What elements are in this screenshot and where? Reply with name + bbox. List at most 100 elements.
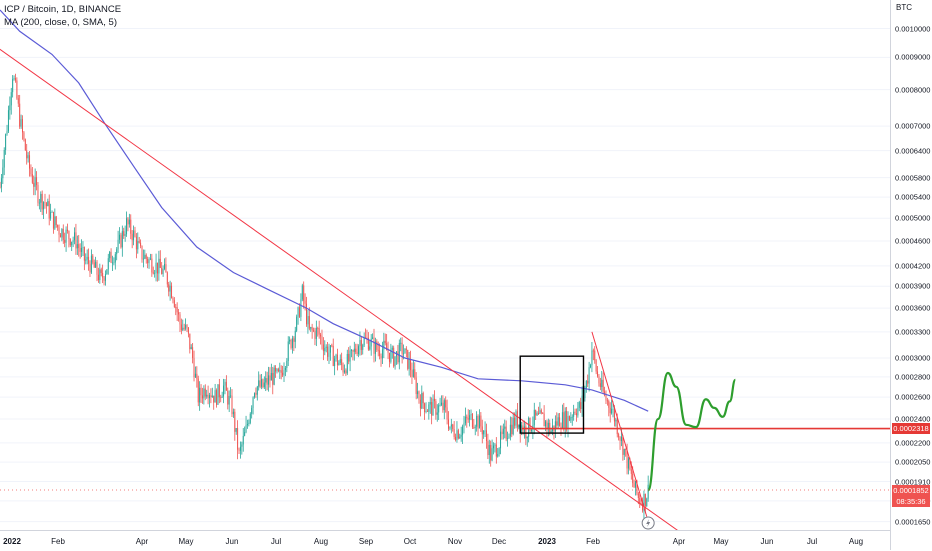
candle-body [289,339,291,342]
candle-body [526,436,528,439]
candle-body [268,375,270,385]
current-price-tag: 0.0001852 08:35:36 [892,484,930,507]
candle-body [52,211,54,229]
candle-body [107,258,109,270]
candle-body [469,415,471,420]
candle-body [263,382,265,388]
candle-body [50,211,52,219]
candle-body [557,417,559,426]
candle-body [161,267,163,274]
candle-body [33,182,35,187]
time-axis[interactable] [0,530,890,551]
candle-body [166,272,168,285]
time-tick-label: May [178,537,194,546]
candle-body [168,284,170,292]
candle-body [258,380,260,387]
candle-body [415,377,417,395]
candle-body [317,327,319,329]
price-tick-label: 0.0002800 [895,372,931,382]
candle-body [307,316,309,325]
candle-body [89,263,91,273]
candle-body [103,277,105,281]
candle-body [119,234,121,240]
candle-body [574,411,576,414]
candle-body [7,110,9,132]
candle-body [480,415,482,427]
candle-body [379,350,381,357]
candle-body [47,201,49,207]
candle-body [141,245,143,260]
candle-body [120,234,122,248]
candle-body [6,131,8,135]
candle-body [38,202,40,204]
candle-body [464,416,466,424]
time-tick-label: Dec [491,537,507,546]
candle-body [367,337,369,350]
moving-average-line [0,9,649,412]
candle-body [545,421,547,427]
candle-body [210,395,212,398]
candle-body [388,352,390,362]
candle-body [169,285,171,292]
candle-body [176,307,178,313]
candle-body [442,402,444,411]
candle-body [644,493,646,507]
candle-body [635,481,637,488]
trendline [0,48,683,534]
chart-canvas[interactable] [0,0,890,534]
candle-body [17,98,19,104]
candle-body [351,350,353,351]
candle-body [41,193,43,210]
candle-body [218,384,220,398]
price-tick-label: 0.0002400 [895,414,931,424]
time-tick-label: 2023 [538,537,556,546]
candle-body [165,264,167,273]
candle-body [0,178,2,188]
candle-body [386,343,388,351]
candle-body [253,393,255,398]
candle-body [467,418,469,420]
candle-body [12,79,14,93]
time-tick-label: 2022 [3,537,21,546]
candle-body [563,412,565,429]
candle-body [262,379,264,388]
candle-body [245,425,247,433]
candle-body [577,407,579,416]
candle-body [303,285,305,301]
candle-body [597,371,599,377]
candle-body [65,229,67,243]
candle-body [518,424,520,428]
price-scale[interactable] [890,0,932,550]
candle-body [331,345,333,347]
candle-body [438,405,440,413]
candle-body [37,185,39,203]
candle-body [321,336,323,345]
candle-body [246,423,248,426]
candle-body [266,378,268,385]
time-tick-label: Oct [403,537,417,546]
trendline [591,331,648,517]
candle-body [298,307,300,317]
candle-body [138,241,140,243]
candle-body [381,349,383,359]
candle-body [411,370,413,377]
candle-body [515,411,517,426]
candle-body [223,385,225,397]
candle-body [539,410,541,414]
candle-body [225,381,227,391]
candle-body [197,378,199,403]
candle-body [152,272,154,274]
candle-body [30,168,32,175]
candle-body [284,367,286,371]
candle-body [542,412,544,414]
candle-body [93,262,95,268]
candle-body [72,240,74,242]
candle-body [561,412,563,429]
candle-body [221,396,223,398]
candle-body [68,231,70,239]
candle-body [550,430,552,433]
candle-body [201,395,203,399]
candle-body [471,414,473,428]
candle-body [126,218,128,235]
